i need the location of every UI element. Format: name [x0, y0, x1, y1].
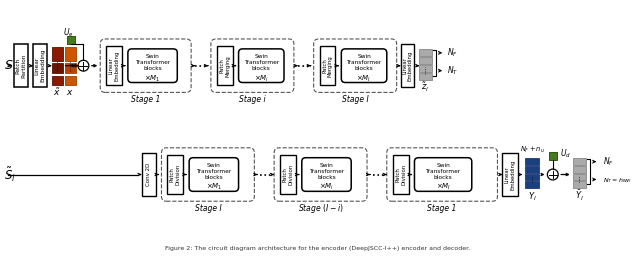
Text: $\times M_i$: $\times M_i$: [253, 74, 269, 84]
FancyBboxPatch shape: [314, 39, 397, 92]
Text: Patch
Division: Patch Division: [283, 164, 293, 185]
Bar: [106, 46, 122, 86]
Bar: [393, 155, 408, 194]
Text: $x$: $x$: [66, 88, 74, 97]
FancyBboxPatch shape: [100, 39, 191, 92]
Text: Stage I: Stage I: [342, 95, 369, 104]
FancyBboxPatch shape: [302, 158, 351, 191]
Bar: [525, 173, 539, 180]
Bar: [419, 57, 432, 64]
Text: $\times M_I$: $\times M_I$: [356, 74, 372, 84]
Text: $N_F + n_u$: $N_F + n_u$: [520, 145, 545, 155]
Text: Patch
Partition: Patch Partition: [16, 54, 26, 78]
Text: Linear
Embedding: Linear Embedding: [109, 50, 120, 81]
Text: Stage 1: Stage 1: [131, 95, 161, 104]
Text: Stage i: Stage i: [239, 95, 266, 104]
Bar: [525, 158, 539, 165]
FancyBboxPatch shape: [161, 148, 254, 201]
Text: Conv 2D: Conv 2D: [146, 163, 151, 186]
Text: Patch
Merging: Patch Merging: [220, 55, 230, 76]
Text: Stage I: Stage I: [195, 204, 221, 213]
Text: Patch
Division: Patch Division: [396, 164, 406, 185]
Text: $\tilde{z}_l$: $\tilde{z}_l$: [421, 81, 429, 94]
Bar: [525, 181, 539, 188]
Text: Swin
Transformer
blocks: Swin Transformer blocks: [135, 54, 170, 71]
Bar: [573, 181, 586, 188]
Bar: [65, 76, 76, 86]
Text: $\times M_i$: $\times M_i$: [319, 182, 334, 192]
Text: $\bar{Y}_l$: $\bar{Y}_l$: [575, 189, 584, 203]
Bar: [65, 47, 76, 61]
Bar: [549, 152, 557, 160]
Text: Patch
Merging: Patch Merging: [322, 55, 333, 76]
FancyBboxPatch shape: [128, 49, 177, 82]
Bar: [573, 158, 586, 165]
Bar: [52, 47, 63, 61]
Bar: [141, 153, 156, 196]
Text: $\times M_I$: $\times M_I$: [435, 182, 451, 192]
Text: $U_d$: $U_d$: [560, 147, 571, 160]
Bar: [67, 36, 74, 44]
Text: Figure 2: The circuit diagram architecture for the encoder (DeepJSCC-l++) encode: Figure 2: The circuit diagram architectu…: [165, 246, 470, 251]
FancyBboxPatch shape: [211, 39, 294, 92]
FancyBboxPatch shape: [415, 158, 472, 191]
Bar: [502, 153, 518, 196]
Bar: [419, 73, 432, 80]
Text: $N_T = h_l w_l$: $N_T = h_l w_l$: [604, 176, 632, 185]
Bar: [168, 155, 183, 194]
Bar: [319, 46, 335, 86]
Text: $Y_l$: $Y_l$: [528, 190, 536, 203]
Bar: [419, 49, 432, 56]
FancyBboxPatch shape: [189, 158, 239, 191]
Text: Linear
Embedding: Linear Embedding: [35, 49, 45, 82]
Text: $\times M_1$: $\times M_1$: [205, 182, 222, 192]
Text: Linear
Embedding: Linear Embedding: [505, 159, 516, 190]
Bar: [419, 65, 432, 72]
Text: $\tilde{S}_l$: $\tilde{S}_l$: [4, 165, 16, 184]
FancyBboxPatch shape: [387, 148, 497, 201]
Bar: [65, 63, 76, 73]
Text: Swin
Transformer
blocks: Swin Transformer blocks: [196, 163, 232, 180]
Text: Swin
Transformer
blocks: Swin Transformer blocks: [426, 163, 461, 180]
Text: $S$: $S$: [4, 59, 14, 72]
Text: $N_T$: $N_T$: [447, 64, 458, 77]
FancyBboxPatch shape: [239, 49, 284, 82]
Text: Swin
Transformer
blocks: Swin Transformer blocks: [309, 163, 344, 180]
Bar: [525, 166, 539, 173]
Text: $N_F$: $N_F$: [447, 47, 458, 59]
Text: $\tilde{x}$: $\tilde{x}$: [53, 87, 61, 98]
Bar: [33, 44, 47, 87]
Text: Stage 1: Stage 1: [428, 204, 457, 213]
Bar: [14, 44, 28, 87]
Text: $\times M_1$: $\times M_1$: [144, 74, 161, 84]
Bar: [217, 46, 232, 86]
FancyBboxPatch shape: [274, 148, 367, 201]
Bar: [573, 166, 586, 173]
Bar: [52, 63, 63, 73]
Bar: [52, 76, 63, 86]
Text: $U_e$: $U_e$: [63, 27, 74, 39]
Bar: [573, 173, 586, 180]
Text: Swin
Transformer
blocks: Swin Transformer blocks: [346, 54, 381, 71]
Text: Patch
Division: Patch Division: [170, 164, 180, 185]
Text: Stage $(I - i)$: Stage $(I - i)$: [298, 202, 343, 215]
Text: Linear
Embedding: Linear Embedding: [402, 50, 413, 81]
Text: Swin
Transformer
blocks: Swin Transformer blocks: [244, 54, 279, 71]
Text: $N_F$: $N_F$: [604, 155, 614, 168]
Bar: [280, 155, 296, 194]
Bar: [401, 44, 415, 87]
FancyBboxPatch shape: [341, 49, 387, 82]
